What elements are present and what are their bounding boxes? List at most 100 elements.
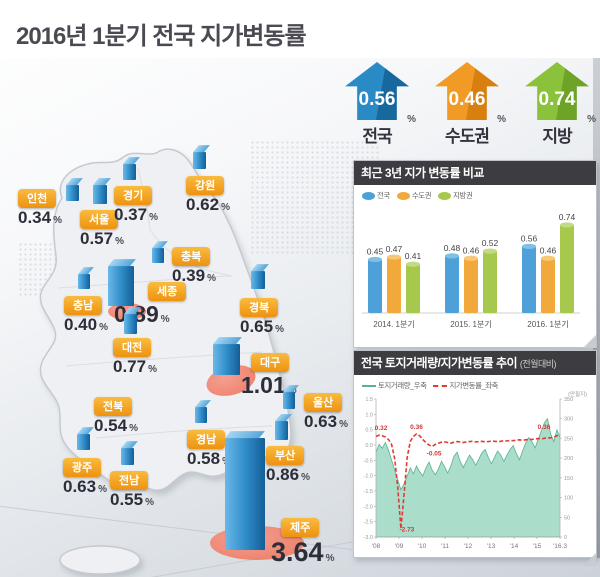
region-value-number: 0.40 [64, 315, 98, 334]
svg-text:300: 300 [564, 417, 573, 423]
region-label-gwangju: 광주 [63, 458, 102, 477]
region-value-number: 0.34 [18, 208, 52, 227]
line-panel-title-sub: (전월대비) [519, 359, 557, 369]
legend-item: 지가변동률_좌축 [433, 380, 498, 391]
legend-label: 토지거래량_우축 [378, 381, 427, 390]
region-value-gyeongbuk: 0.65% [240, 317, 284, 337]
region-value-unit: % [207, 273, 216, 284]
region-value-unit: % [275, 324, 284, 335]
region-busan: 부산 0.86% [266, 421, 310, 485]
region-label-jeonnam: 전남 [110, 471, 149, 490]
region-value-number: 0.57 [80, 229, 114, 248]
region-value-unit: % [129, 423, 138, 434]
top-band [0, 0, 600, 58]
legend-label: 지가변동률_좌축 [449, 381, 498, 390]
region-value-unit: % [221, 202, 230, 213]
svg-text:'14: '14 [510, 543, 519, 550]
bar-icon-daejeon [124, 314, 137, 334]
region-jeonnam: 전남 0.55% [110, 448, 154, 510]
svg-text:0.0: 0.0 [365, 443, 373, 449]
region-value-unit: % [145, 497, 154, 508]
region-chungnam: 충남 0.40% [64, 274, 108, 335]
line-panel-title: 전국 토지거래량/지가변동률 추이 (전월대비) [354, 351, 596, 375]
legend-swatch [433, 384, 448, 387]
region-sejong: 세종0.89% [108, 266, 187, 327]
svg-text:0.48: 0.48 [444, 243, 461, 253]
region-daejeon: 대전 0.77% [113, 314, 157, 377]
svg-text:'13: '13 [487, 543, 496, 550]
svg-text:-1.0: -1.0 [364, 474, 373, 480]
svg-text:'15: '15 [533, 543, 542, 550]
region-gangwon: 강원 0.62% [186, 152, 230, 215]
svg-text:-0.05: -0.05 [427, 451, 442, 458]
region-value-number: 0.63 [63, 477, 97, 496]
region-value-jeonnam: 0.55% [110, 490, 154, 510]
region-label-incheon: 인천 [18, 189, 57, 208]
region-label-chungbuk: 충북 [172, 247, 211, 266]
region-value-number: 0.86 [266, 465, 300, 484]
summary-unit: % [407, 114, 416, 125]
region-gyeongbuk: 경북 0.65% [240, 271, 284, 337]
svg-text:150: 150 [564, 476, 573, 482]
legend-item: 지방권 [438, 190, 473, 201]
region-label-chungnam: 충남 [64, 296, 103, 315]
region-value-number: 0.37 [114, 205, 148, 224]
bar-icon-gangwon [193, 152, 206, 169]
svg-text:0.45: 0.45 [367, 246, 384, 256]
region-value-number: 0.62 [186, 195, 220, 214]
bar-icon-jeju [225, 438, 265, 550]
svg-text:0.47: 0.47 [386, 244, 403, 254]
region-value-unit: % [325, 553, 335, 564]
region-value-ulsan: 0.63% [304, 412, 348, 432]
region-label-daejeon: 대전 [113, 338, 152, 357]
bar-icon-sejong [108, 266, 134, 306]
region-value-jeju: 3.64% [271, 537, 335, 568]
region-label-jeju: 제주 [281, 518, 320, 537]
svg-text:'10: '10 [418, 543, 427, 550]
bar-icon-chungnam [78, 274, 90, 289]
region-seoul: 서울 0.57% [80, 185, 124, 249]
line-chart-legend: 토지거래량_우축 지가변동률_좌축 [354, 375, 596, 391]
region-label-jeonbuk: 전북 [94, 397, 133, 416]
region-value-number: 0.55 [110, 490, 144, 509]
bar-chart: 0.45 0.47 0.41 2014. 1분기 0.48 0.46 0.52 2015. 1… [354, 201, 596, 348]
svg-text:0.36: 0.36 [538, 424, 551, 431]
region-label-ulsan: 울산 [304, 393, 343, 412]
bar-icon-gyeonggi [123, 164, 136, 180]
region-ulsan: 울산 0.63% [283, 392, 348, 432]
region-value-unit: % [53, 215, 62, 226]
region-value-unit: % [149, 212, 158, 223]
legend-swatch [438, 191, 452, 200]
legend-label: 지방권 [453, 191, 473, 200]
region-value-number: 0.77 [113, 357, 147, 376]
line-chart: 1.5 1.0 0.5 0.0 -0.5 -1.0 -1.5 -2.0 -2.5 -3.0 350 3… [354, 390, 596, 566]
region-daegu: 대구1.01% [213, 344, 297, 398]
region-value-gangwon: 0.62% [186, 195, 230, 215]
region-label-seoul: 서울 [80, 210, 119, 229]
legend-swatch [362, 384, 376, 387]
svg-text:2016. 1분기: 2016. 1분기 [527, 320, 568, 329]
region-value-gyeonggi: 0.37% [114, 205, 158, 225]
svg-text:100: 100 [564, 496, 573, 502]
bar-icon-ulsan [283, 392, 295, 409]
svg-text:0.46: 0.46 [463, 245, 480, 255]
bar-icon-busan [275, 421, 288, 440]
svg-text:-0.5: -0.5 [364, 458, 373, 464]
summary-value: 0.46 [448, 89, 486, 110]
legend-label: 수도권 [411, 191, 432, 200]
summary-label: 지방 [542, 127, 572, 146]
region-value-number: 0.39 [172, 266, 206, 285]
svg-text:0.56: 0.56 [521, 233, 538, 243]
legend-label: 전국 [377, 191, 390, 200]
region-label-sejong: 세종 [148, 282, 187, 301]
summary-unit: % [497, 114, 506, 125]
summary-item-전국: 0.56% 전국 [337, 62, 417, 147]
summary-value: 0.74 [538, 89, 576, 110]
summary-label: 전국 [362, 127, 392, 146]
region-label-gangwon: 강원 [186, 176, 225, 195]
region-label-busan: 부산 [266, 446, 305, 465]
svg-text:-2.0: -2.0 [364, 504, 373, 510]
region-value-unit: % [301, 472, 310, 483]
region-value-jeonbuk: 0.54% [94, 416, 138, 436]
region-label-gyeongbuk: 경북 [240, 298, 279, 317]
